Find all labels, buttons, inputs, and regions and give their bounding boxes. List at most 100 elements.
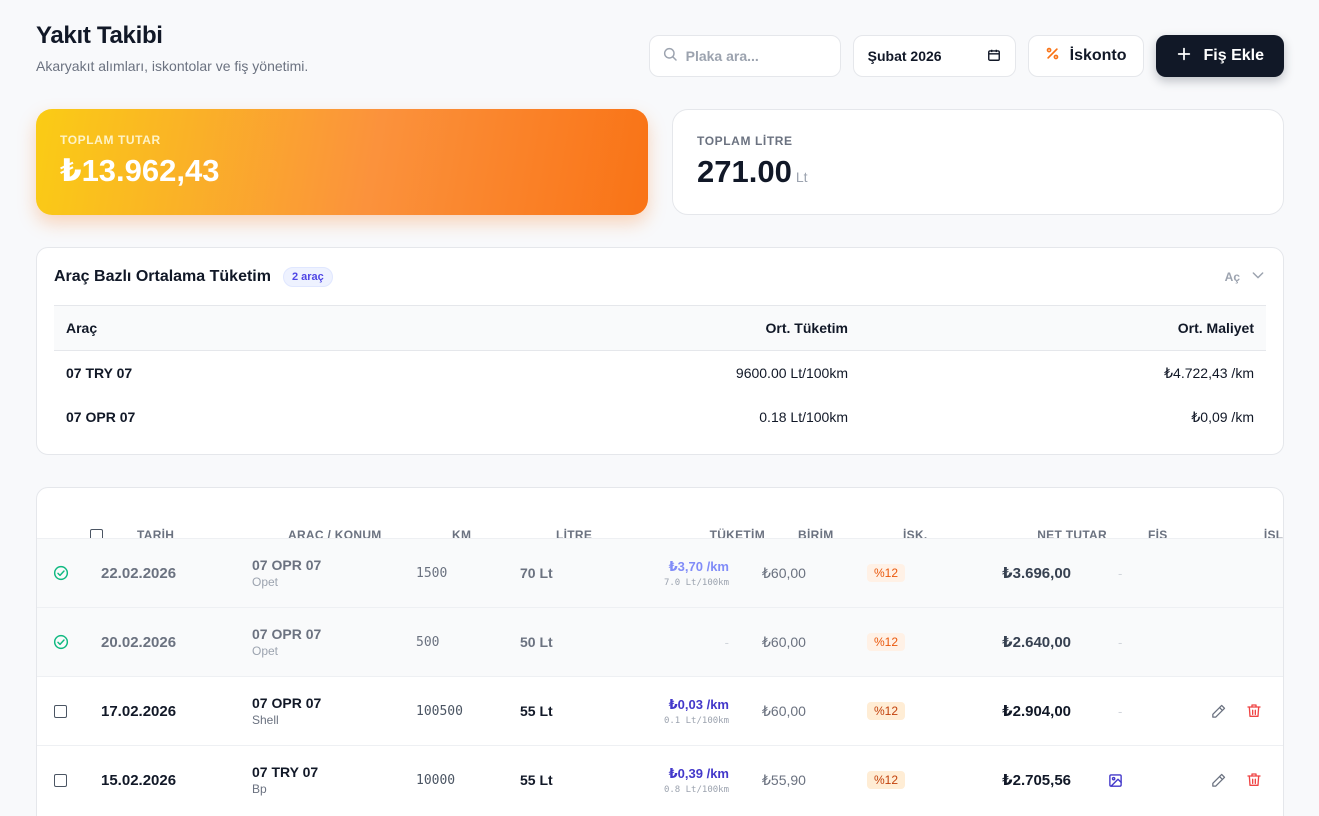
row-checkbox[interactable] — [54, 704, 67, 718]
row-checkbox[interactable] — [54, 773, 67, 787]
row-select-cell — [54, 746, 67, 814]
trash-icon[interactable] — [1244, 701, 1264, 721]
net-amount: ₺3.696,00 — [1002, 565, 1071, 582]
vehicle-average-row: 07 OPR 07 0.18 Lt/100km ₺0,09 /km — [54, 395, 1266, 439]
consumption-cost: ₺3,70 /km — [668, 558, 729, 574]
vehicle-cell: 07 TRY 07 Bp — [252, 746, 318, 814]
total-litre-label: TOPLAM LİTRE — [697, 134, 793, 148]
date-cell: 20.02.2026 — [101, 608, 176, 676]
station-name: Opet — [252, 575, 279, 589]
vehicle-average-row: 07 TRY 07 9600.00 Lt/100km ₺4.722,43 /km — [54, 351, 1266, 395]
total-litre-unit: Lt — [795, 169, 808, 185]
net-amount: ₺2.904,00 — [1002, 703, 1071, 720]
date-cell: 22.02.2026 — [101, 539, 176, 607]
month-picker[interactable]: Şubat 2026 — [852, 35, 1016, 77]
action-cell — [1208, 677, 1264, 745]
vehicle-cell: 07 OPR 07 Opet — [252, 608, 321, 676]
col-avg-cost: Ort. Maliyet — [1177, 320, 1254, 336]
discount-badge: %12 — [867, 771, 906, 789]
km-cell: 10000 — [416, 746, 455, 814]
station-name: Bp — [252, 782, 267, 796]
consumption-rate: 7.0 Lt/100km — [663, 577, 729, 588]
consumption-empty: - — [724, 634, 729, 650]
km-cell: 100500 — [416, 677, 463, 745]
month-value: Şubat 2026 — [867, 48, 942, 64]
receipt-cell — [1105, 746, 1125, 814]
edit-icon[interactable] — [1208, 770, 1228, 790]
km-value: 1500 — [416, 565, 448, 581]
expand-toggle[interactable]: Aç — [1225, 267, 1266, 286]
trash-icon[interactable] — [1244, 770, 1264, 790]
search-box[interactable] — [648, 35, 841, 77]
consumption-cell: ₺0,03 /km 0.1 Lt/100km — [664, 677, 729, 745]
net-cell: ₺2.640,00 — [1002, 608, 1071, 676]
net-cell: ₺2.705,56 — [1002, 746, 1071, 814]
check-circle-icon — [53, 608, 69, 676]
consumption-cell: ₺3,70 /km 7.0 Lt/100km — [664, 539, 729, 607]
avg-cost: ₺4.722,43 /km — [1164, 364, 1254, 381]
edit-icon[interactable] — [1208, 701, 1228, 721]
discount-badge: %12 — [867, 702, 906, 720]
vehicle-plate: 07 OPR 07 — [252, 626, 322, 642]
litre-value: 55 Lt — [520, 772, 553, 788]
vehicle-cell: 07 OPR 07 Opet — [252, 539, 321, 607]
total-litre-value: 271.00 — [697, 154, 792, 189]
add-receipt-button[interactable]: Fiş Ekle — [1155, 35, 1284, 77]
image-icon[interactable] — [1105, 770, 1125, 790]
net-amount: ₺2.705,56 — [1002, 772, 1071, 789]
table-row[interactable]: 20.02.2026 07 OPR 07 Opet 500 50 Lt - ₺6… — [37, 607, 1283, 676]
page-header: Yakıt Takibi Akaryakıt alımları, iskonto… — [36, 22, 308, 74]
consumption-cost: ₺0,39 /km — [668, 765, 729, 781]
consumption-cell: ₺0,39 /km 0.8 Lt/100km — [664, 746, 729, 814]
table-row[interactable]: 17.02.2026 07 OPR 07 Shell 100500 55 Lt … — [37, 676, 1283, 745]
discount-button[interactable]: İskonto — [1027, 35, 1144, 77]
record-date: 17.02.2026 — [101, 702, 177, 720]
discount-badge: %12 — [867, 633, 906, 651]
avg-consumption: 9600.00 Lt/100km — [735, 365, 848, 381]
action-cell — [1208, 746, 1264, 814]
litre-value: 55 Lt — [520, 703, 553, 719]
total-amount-value: ₺13.962,43 — [60, 153, 220, 188]
date-cell: 15.02.2026 — [101, 746, 176, 814]
vehicle-average-table-header: Araç Ort. Tüketim Ort. Maliyet — [54, 305, 1266, 351]
consumption-cell: - — [725, 608, 729, 676]
km-cell: 500 — [416, 608, 439, 676]
avg-cost: ₺0,09 /km — [1191, 408, 1254, 425]
col-avg-consumption: Ort. Tüketim — [765, 320, 848, 336]
calendar-icon[interactable] — [987, 48, 1001, 65]
unit-price: ₺60,00 — [762, 564, 806, 581]
receipt-empty: - — [1118, 703, 1123, 719]
consumption-cost: ₺0,03 /km — [668, 696, 729, 712]
litre-value: 70 Lt — [520, 565, 553, 581]
station-name: Opet — [252, 644, 279, 658]
km-value: 500 — [416, 634, 440, 650]
table-row[interactable]: 22.02.2026 07 OPR 07 Opet 1500 70 Lt ₺3,… — [37, 538, 1283, 607]
row-select-cell — [54, 677, 67, 745]
search-input[interactable] — [685, 48, 826, 64]
receipt-cell: - — [1118, 539, 1122, 607]
vehicle-average-table: Araç Ort. Tüketim Ort. Maliyet 07 TRY 07… — [54, 305, 1266, 439]
plus-icon — [1176, 46, 1192, 67]
receipt-cell: - — [1118, 608, 1122, 676]
discount-button-label: İskonto — [1069, 47, 1127, 64]
total-amount-label: TOPLAM TUTAR — [60, 133, 161, 147]
total-amount-card: TOPLAM TUTAR ₺13.962,43 — [36, 109, 648, 215]
net-amount: ₺2.640,00 — [1002, 634, 1071, 651]
unit-price-cell: ₺60,00 — [762, 539, 806, 607]
table-row[interactable]: 15.02.2026 07 TRY 07 Bp 10000 55 Lt ₺0,3… — [37, 745, 1283, 814]
avg-vehicle: 07 OPR 07 — [66, 409, 136, 425]
vehicle-average-header: Araç Bazlı Ortalama Tüketim 2 araç Aç — [37, 248, 1283, 305]
vehicle-plate: 07 TRY 07 — [252, 764, 319, 780]
record-date: 20.02.2026 — [101, 633, 177, 651]
net-cell: ₺3.696,00 — [1002, 539, 1071, 607]
discount-cell: %12 — [867, 677, 906, 745]
unit-price-cell: ₺55,90 — [762, 746, 806, 814]
discount-cell: %12 — [867, 539, 906, 607]
expand-toggle-label: Aç — [1224, 269, 1240, 284]
receipt-empty: - — [1118, 634, 1123, 650]
page-subtitle: Akaryakıt alımları, iskontolar ve fiş yö… — [36, 58, 309, 74]
total-litre-row: 271.00 Lt — [697, 154, 1259, 190]
check-circle-icon — [53, 539, 69, 607]
col-vehicle: Araç — [66, 320, 98, 336]
toolbar: Şubat 2026 İskonto Fiş Ekle — [648, 35, 1284, 77]
